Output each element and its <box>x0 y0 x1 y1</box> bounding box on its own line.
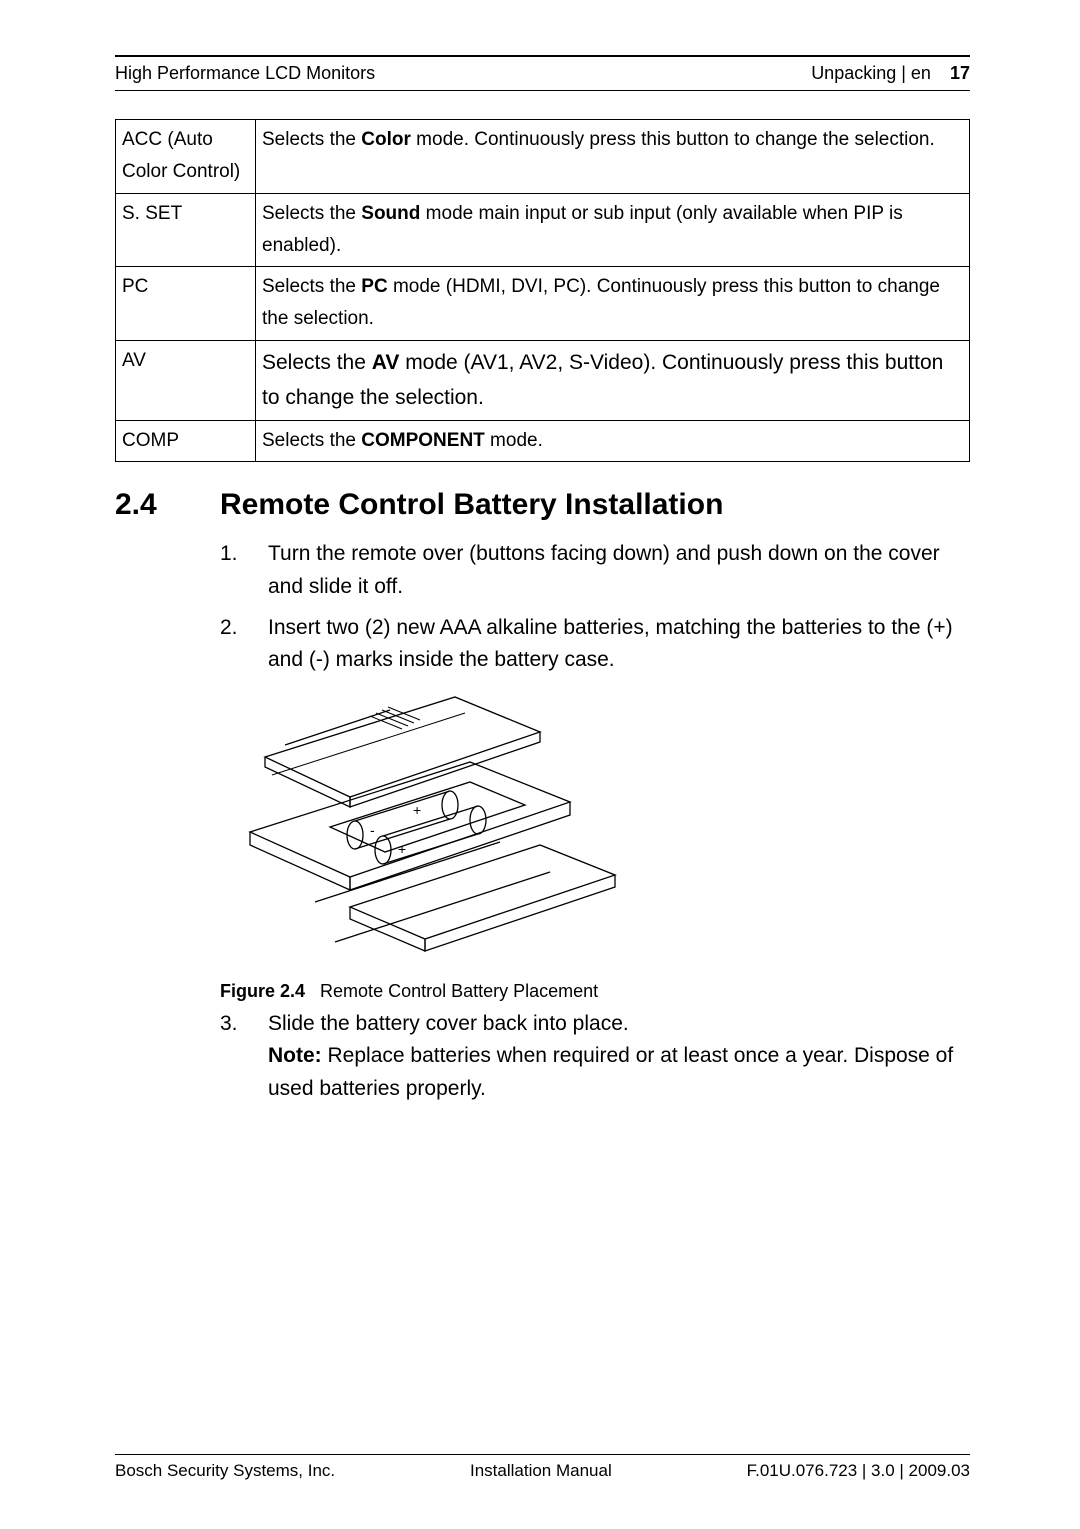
desc-pre: Selects the <box>262 203 361 224</box>
section-heading: 2.4 Remote Control Battery Installation <box>115 488 970 522</box>
step-number: 1. <box>220 538 268 603</box>
table-row: ACC (Auto Color Control) Selects the Col… <box>116 120 970 194</box>
page-footer: Bosch Security Systems, Inc. Installatio… <box>115 1454 970 1481</box>
steps-list-continued: 3. Slide the battery cover back into pla… <box>220 1008 970 1106</box>
table-cell-desc: Selects the Sound mode main input or sub… <box>256 193 970 267</box>
table-cell-desc: Selects the Color mode. Continuously pre… <box>256 120 970 194</box>
section-number: 2.4 <box>115 488 220 522</box>
table-row: AV Selects the AV mode (AV1, AV2, S-Vide… <box>116 340 970 420</box>
desc-bold: AV <box>372 351 400 374</box>
table-row: S. SET Selects the Sound mode main input… <box>116 193 970 267</box>
desc-bold: PC <box>361 276 387 297</box>
table-cell-label: COMP <box>116 421 256 462</box>
page-header: High Performance LCD Monitors Unpacking … <box>115 63 970 90</box>
figure-caption-text: Remote Control Battery Placement <box>320 981 598 1001</box>
footer-rule <box>115 1454 970 1455</box>
header-right: Unpacking | en 17 <box>811 63 970 84</box>
table-row: COMP Selects the COMPONENT mode. <box>116 421 970 462</box>
desc-pre: Selects the <box>262 430 361 451</box>
table-cell-label: ACC (Auto Color Control) <box>116 120 256 194</box>
header-bottom-rule <box>115 90 970 91</box>
desc-bold: COMPONENT <box>361 430 485 451</box>
page: High Performance LCD Monitors Unpacking … <box>0 0 1080 1529</box>
desc-pre: Selects the <box>262 276 361 297</box>
table-cell-desc: Selects the COMPONENT mode. <box>256 421 970 462</box>
figure-label: Figure 2.4 <box>220 981 305 1001</box>
section-title: Remote Control Battery Installation <box>220 488 723 522</box>
table-cell-desc: Selects the AV mode (AV1, AV2, S-Video).… <box>256 340 970 420</box>
svg-text:+: + <box>398 841 406 857</box>
list-item: 2. Insert two (2) new AAA alkaline batte… <box>220 612 970 677</box>
footer-center: Installation Manual <box>470 1461 612 1481</box>
desc-bold: Sound <box>361 203 420 224</box>
footer-row: Bosch Security Systems, Inc. Installatio… <box>115 1461 970 1481</box>
steps-list: 1. Turn the remote over (buttons facing … <box>220 538 970 676</box>
figure-caption: Figure 2.4 Remote Control Battery Placem… <box>220 981 970 1002</box>
desc-bold: Color <box>361 129 411 150</box>
desc-pre: Selects the <box>262 351 372 374</box>
modes-table: ACC (Auto Color Control) Selects the Col… <box>115 119 970 462</box>
svg-text:+: + <box>413 802 421 818</box>
step3-text: Slide the battery cover back into place. <box>268 1012 629 1035</box>
table-cell-label: S. SET <box>116 193 256 267</box>
header-top-rule <box>115 55 970 57</box>
note-text: Replace batteries when required or at le… <box>268 1044 953 1100</box>
step-text: Turn the remote over (buttons facing dow… <box>268 538 970 603</box>
battery-placement-illustration: + - + <box>220 687 640 977</box>
header-left: High Performance LCD Monitors <box>115 63 375 84</box>
page-number: 17 <box>950 63 970 83</box>
table-row: PC Selects the PC mode (HDMI, DVI, PC). … <box>116 267 970 341</box>
list-item: 1. Turn the remote over (buttons facing … <box>220 538 970 603</box>
svg-text:-: - <box>370 822 375 838</box>
header-section-text: Unpacking | en <box>811 63 931 83</box>
table-cell-desc: Selects the PC mode (HDMI, DVI, PC). Con… <box>256 267 970 341</box>
desc-pre: Selects the <box>262 129 361 150</box>
step-text: Insert two (2) new AAA alkaline batterie… <box>268 612 970 677</box>
section-body: 1. Turn the remote over (buttons facing … <box>220 538 970 1105</box>
step-text: Slide the battery cover back into place.… <box>268 1008 970 1106</box>
desc-post: mode. Continuously press this button to … <box>411 129 935 150</box>
table-cell-label: PC <box>116 267 256 341</box>
footer-left: Bosch Security Systems, Inc. <box>115 1461 335 1481</box>
list-item: 3. Slide the battery cover back into pla… <box>220 1008 970 1106</box>
note-label: Note: <box>268 1044 322 1067</box>
footer-right: F.01U.076.723 | 3.0 | 2009.03 <box>747 1461 970 1481</box>
table-cell-label: AV <box>116 340 256 420</box>
desc-post: mode. <box>485 430 543 451</box>
step-number: 2. <box>220 612 268 677</box>
step-number: 3. <box>220 1008 268 1106</box>
figure: + - + Figure 2.4 <box>220 687 970 1002</box>
